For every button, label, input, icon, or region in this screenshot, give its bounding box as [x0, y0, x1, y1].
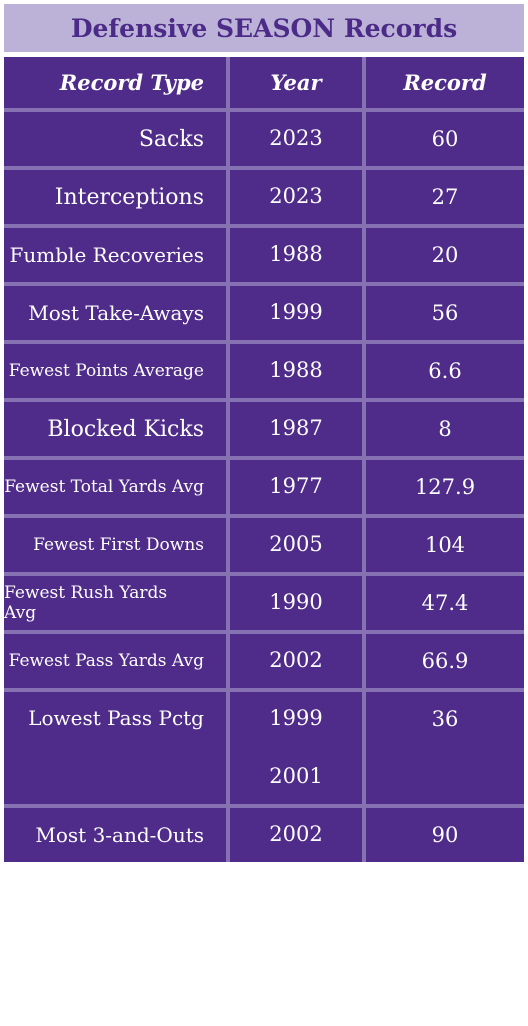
- year: 2001: [269, 764, 323, 788]
- year-cell: 1988: [230, 228, 362, 282]
- record-filler: [366, 746, 524, 804]
- record-value: 47.4: [366, 576, 524, 630]
- year-cell: 2023: [230, 112, 362, 166]
- year-cell: 1990: [230, 576, 362, 630]
- year: 2023: [269, 126, 323, 150]
- year-cell: 2002: [230, 808, 362, 862]
- year: 1988: [269, 242, 323, 266]
- record-value: 27: [366, 170, 524, 224]
- year-cell: 1988: [230, 344, 362, 398]
- record-type: Lowest Pass Pctg: [4, 692, 226, 804]
- year-cell: 2002: [230, 634, 362, 688]
- record-value: 60: [366, 112, 524, 166]
- year-cell: 2023: [230, 170, 362, 224]
- column-header: Record: [366, 57, 524, 108]
- record-value: 127.9: [366, 460, 524, 514]
- record-type: Fewest First Downs: [4, 518, 226, 572]
- record-value: 6.6: [366, 344, 524, 398]
- year-cell: 1987: [230, 402, 362, 456]
- year: 2002: [269, 822, 323, 846]
- title: Defensive SEASON Records: [4, 4, 524, 52]
- record-type: Fewest Rush Yards Avg: [4, 576, 226, 630]
- record-value: 36: [366, 692, 524, 746]
- record-type: Sacks: [4, 112, 226, 166]
- year-cell: 1999: [230, 286, 362, 340]
- year: 2023: [269, 184, 323, 208]
- record-value: 90: [366, 808, 524, 862]
- column-header: Record Type: [4, 57, 226, 108]
- record-type: Interceptions: [4, 170, 226, 224]
- record-value: 66.9: [366, 634, 524, 688]
- year: 1990: [269, 590, 323, 614]
- year-cell: 2005: [230, 518, 362, 572]
- record-type: Fewest Pass Yards Avg: [4, 634, 226, 688]
- year: 1999: [269, 706, 323, 730]
- column-header: Year: [230, 57, 362, 108]
- year-cell: 1999 2001: [230, 692, 362, 804]
- year: 2002: [269, 648, 323, 672]
- record-value: 56: [366, 286, 524, 340]
- year: 1987: [269, 416, 323, 440]
- record-value: 104: [366, 518, 524, 572]
- record-type: Fewest Points Average: [4, 344, 226, 398]
- year: 2005: [269, 532, 323, 556]
- record-type: Fewest Total Yards Avg: [4, 460, 226, 514]
- record-type: Most Take-Aways: [4, 286, 226, 340]
- record-type: Most 3-and-Outs: [4, 808, 226, 862]
- year-cell: 1977: [230, 460, 362, 514]
- year: 1999: [269, 300, 323, 324]
- year: 1988: [269, 358, 323, 382]
- record-type: Blocked Kicks: [4, 402, 226, 456]
- records-table: Record Type Year Record Sacks 2023 60 Intercep…: [4, 57, 524, 862]
- year: 1977: [269, 474, 323, 498]
- record-type: Fumble Recoveries: [4, 228, 226, 282]
- record-value: 8: [366, 402, 524, 456]
- record-value: 20: [366, 228, 524, 282]
